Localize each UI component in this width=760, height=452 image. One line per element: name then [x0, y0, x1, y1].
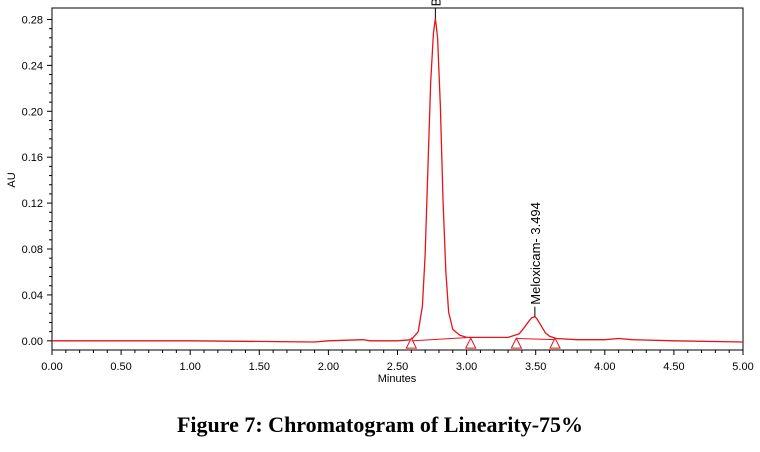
- series-layer: [52, 17, 744, 343]
- x-axis-ticks: 0.00 0.50 1.00 1.50 2.00 2.50 3.00 3.50 4.00 4.50…: [41, 350, 754, 373]
- integration-baseline: [516, 338, 556, 341]
- y-tick-label: 0.20: [22, 106, 43, 118]
- x-tick-label: 0.50: [110, 361, 131, 373]
- plot-frame: [51, 7, 744, 351]
- integration-marker-triangle: [405, 336, 418, 349]
- peak-label: Meloxicam- 3.494: [528, 202, 543, 305]
- x-tick-label: 3.50: [525, 361, 546, 373]
- figure-caption: Figure 7: Chromatogram of Linearity-75%: [176, 412, 584, 437]
- x-tick-label: 2.00: [318, 361, 339, 373]
- peak-labels: Bupivacaine - 2.774 Meloxicam- 3.494: [428, 0, 543, 317]
- y-axis-label: AU: [6, 172, 18, 187]
- x-tick-label: 2.50: [387, 361, 408, 373]
- x-axis-label: Minutes: [378, 373, 417, 385]
- y-tick-label: 0.00: [22, 336, 43, 348]
- peak-label: Bupivacaine - 2.774: [428, 0, 443, 6]
- chromatogram-trace: [52, 17, 744, 343]
- integration-marker-triangle: [510, 336, 523, 349]
- integration-markers: [405, 336, 561, 349]
- x-tick-label: 4.00: [594, 361, 615, 373]
- y-tick-label: 0.04: [22, 290, 43, 302]
- y-tick-label: 0.08: [22, 244, 43, 256]
- integration-marker-triangle: [464, 336, 477, 349]
- integration-baseline: [411, 336, 471, 342]
- x-tick-label: 5.00: [732, 361, 753, 373]
- y-axis-ticks: 0.00 0.04 0.08 0.12 0.16 0.20 0.24 0.28: [22, 14, 52, 348]
- x-tick-label: 4.50: [663, 361, 684, 373]
- integration-baselines: [411, 336, 556, 342]
- x-tick-label: 3.00: [456, 361, 477, 373]
- integration-marker-triangle: [549, 336, 561, 349]
- x-tick-label: 1.50: [249, 361, 270, 373]
- x-tick-label: 0.00: [41, 361, 62, 373]
- plot-area: [51, 7, 744, 351]
- y-tick-label: 0.28: [22, 14, 43, 26]
- y-tick-label: 0.24: [22, 60, 43, 72]
- y-tick-label: 0.12: [22, 198, 43, 210]
- x-tick-label: 1.00: [179, 361, 200, 373]
- y-tick-label: 0.16: [22, 152, 43, 164]
